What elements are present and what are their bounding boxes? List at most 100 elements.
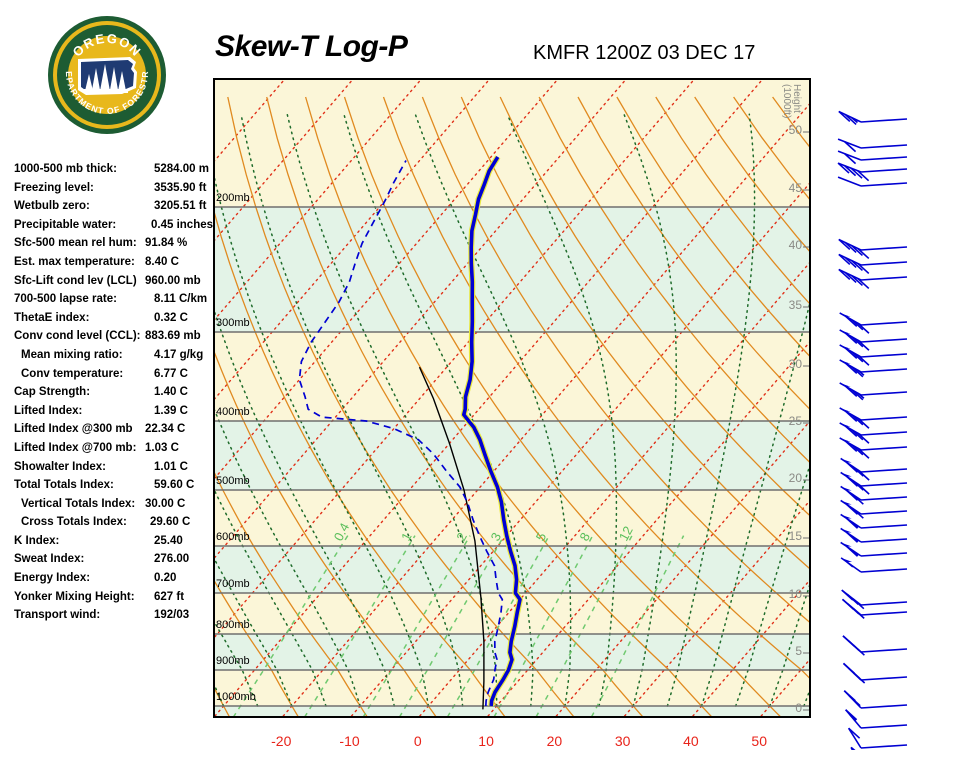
index-label: Wetbulb zero:: [14, 200, 90, 213]
wind-barb: [839, 437, 908, 459]
index-label: Yonker Mixing Height:: [14, 590, 135, 603]
index-label: Conv temperature:: [21, 367, 124, 380]
index-value: 192/03: [154, 609, 190, 622]
pressure-label: 200mb: [216, 192, 250, 204]
index-label: Transport wind:: [14, 609, 101, 622]
index-label: ThetaE index:: [14, 311, 90, 324]
index-label: Mean mixing ratio:: [21, 348, 123, 361]
index-label: Sweat Index:: [14, 553, 85, 566]
index-label: Showalter Index:: [14, 460, 107, 473]
index-value: 1.39 C: [154, 404, 188, 417]
index-row: Lifted Index @300 mb 22.34 C: [14, 423, 204, 442]
wind-barb: [842, 635, 908, 656]
index-value: 22.34 C: [145, 423, 186, 436]
wind-barb-column: [837, 110, 908, 750]
temperature-tick-label: 0: [413, 733, 422, 749]
index-label: Conv cond level (CCL):: [14, 330, 141, 343]
index-value: 91.84 %: [145, 237, 188, 250]
index-row: ThetaE index: 0.32 C: [14, 312, 204, 331]
temperature-axis: -20 -10 0 10 20 30 40 50: [213, 733, 811, 755]
index-value: 6.77 C: [154, 367, 188, 380]
index-label: Sfc-Lift cond lev (LCL): [14, 274, 137, 287]
parcel-ascent-line: [418, 366, 485, 710]
index-value: 0.32 C: [154, 311, 188, 324]
index-row: Mean mixing ratio: 4.17 g/kg: [14, 349, 204, 368]
index-value: 627 ft: [154, 590, 185, 603]
wind-barb: [837, 162, 908, 182]
temperature-tick-label: 40: [683, 733, 699, 749]
index-value: 25.40: [154, 534, 183, 547]
index-value: 883.69 mb: [145, 330, 201, 343]
height-axis-caption-line2: (1000ft): [781, 84, 792, 119]
wind-barb: [840, 471, 908, 495]
index-value: 0.20: [154, 572, 177, 585]
wind-barb: [837, 150, 908, 165]
index-row: Vertical Totals Index: 30.00 C: [14, 498, 204, 517]
pressure-label: 900mb: [216, 655, 250, 667]
index-label: Sfc-500 mean rel hum:: [14, 237, 137, 250]
index-row: 700-500 lapse rate: 8.11 C/km: [14, 293, 208, 312]
dewpoint-trace: [298, 160, 504, 707]
index-row: Sfc-Lift cond lev (LCL) 960.00 mb: [14, 275, 204, 294]
wind-barb: [840, 527, 908, 543]
conifer-trees-icon: [84, 64, 128, 93]
wind-barb: [839, 344, 908, 366]
index-label: Freezing level:: [14, 181, 94, 194]
index-label: Cross Totals Index:: [21, 516, 127, 529]
temperature-tick-label: 20: [546, 733, 563, 749]
index-row: Energy Index: 0.20: [14, 572, 204, 591]
logo-top-text: OREGON: [70, 31, 145, 60]
wind-barb: [839, 407, 908, 429]
index-value: 4.17 g/kg: [154, 348, 204, 361]
index-value: 29.60 C: [150, 516, 191, 529]
wind-barb: [837, 138, 908, 153]
index-value: 0.45 inches: [151, 218, 214, 231]
wind-barb: [847, 727, 908, 749]
index-label: Energy Index:: [14, 572, 91, 585]
index-label: Lifted Index @300 mb: [14, 423, 133, 436]
pressure-label: 400mb: [216, 406, 250, 418]
index-row: Cross Totals Index: 29.60 C: [14, 516, 204, 535]
temperature-tick-label: 50: [751, 733, 767, 749]
wind-barb: [838, 110, 908, 126]
index-label: Total Totals Index:: [14, 479, 114, 492]
index-label: Lifted Index:: [14, 404, 83, 417]
wind-barb: [839, 382, 908, 401]
height-axis-caption-line1: Height: [791, 84, 802, 113]
temperature-tick-label: 30: [614, 733, 631, 749]
wind-barb: [837, 176, 908, 187]
pressure-label: 1000mb: [216, 691, 256, 703]
wind-barb: [841, 589, 908, 610]
wind-barb: [840, 457, 908, 481]
height-axis-caption: Height (1000ft): [781, 84, 812, 144]
index-value: 59.60 C: [154, 479, 195, 492]
index-row: Lifted Index @700 mb: 1.03 C: [14, 442, 204, 461]
index-value: 3205.51 ft: [154, 200, 207, 213]
wind-barb: [839, 312, 908, 334]
index-row: K Index: 25.40: [14, 535, 204, 554]
skew-t-plot: 0.4 1 2 3 5 8 12: [213, 78, 811, 718]
index-value: 5284.00 m: [154, 163, 209, 175]
index-label: Cap Strength:: [14, 386, 91, 399]
pressure-label: 800mb: [216, 619, 250, 631]
index-value: 1.01 C: [154, 460, 188, 473]
index-value: 8.11 C/km: [154, 293, 208, 306]
index-label: Est. max temperature:: [14, 255, 135, 268]
wind-barb: [842, 662, 908, 684]
wind-barb: [838, 253, 908, 275]
index-value: 1.03 C: [145, 441, 179, 454]
index-row: Cap Strength: 1.40 C: [14, 386, 204, 405]
mixing-ratio-label: 0.4: [331, 520, 353, 543]
index-row: Precipitable water: 0.45 inches: [14, 218, 213, 238]
index-label: Lifted Index @700 mb:: [14, 441, 137, 454]
wind-barb: [838, 238, 908, 260]
index-row: Sfc-500 mean rel hum: 91.84 %: [14, 237, 204, 256]
index-row: 1000-500 mb thick: 5284.00 m: [14, 163, 209, 182]
index-label: Precipitable water:: [14, 218, 117, 231]
skew-t-grid: 0.4 1 2 3 5 8 12: [215, 80, 809, 716]
page-title: Skew-T Log-P: [215, 30, 408, 63]
index-value: 8.40 C: [145, 255, 179, 268]
index-value: 3535.90 ft: [154, 181, 207, 194]
index-row: Wetbulb zero: 3205.51 ft: [14, 200, 207, 219]
index-row: Yonker Mixing Height: 627 ft: [14, 591, 204, 610]
